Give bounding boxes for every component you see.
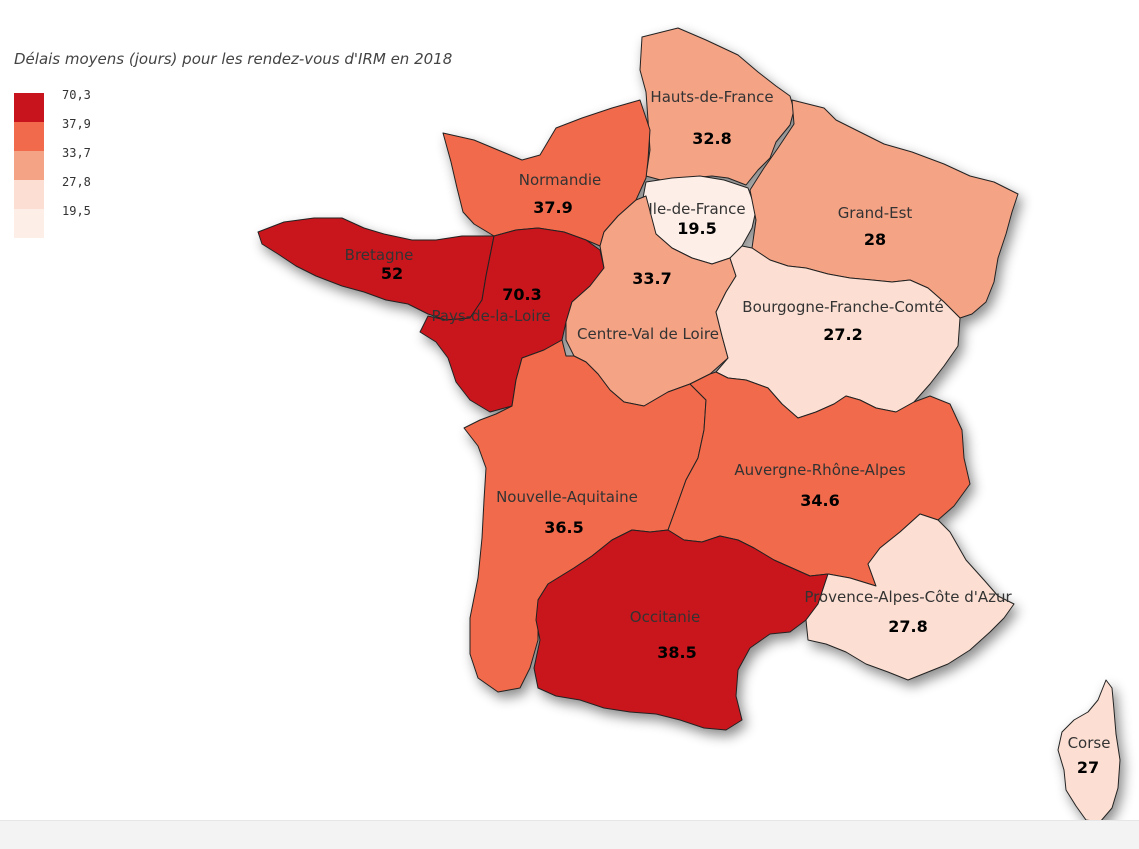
region-value-ile-de-france: 19.5 — [677, 219, 716, 238]
legend-label: 19,5 — [62, 204, 91, 218]
map-title: Délais moyens (jours) pour les rendez-vo… — [14, 50, 453, 68]
region-value-corse: 27 — [1077, 758, 1099, 777]
region-value-auvergne-rhone-alpes: 34.6 — [800, 491, 839, 510]
legend-swatch — [14, 122, 44, 151]
region-name-centre-val-de-loire: Centre-Val de Loire — [577, 325, 719, 343]
region-bretagne — [257, 217, 495, 321]
region-name-provence-alpes-cote-d-azur: Provence-Alpes-Côte d'Azur — [804, 588, 1012, 606]
region-name-occitanie: Occitanie — [630, 608, 700, 626]
region-name-auvergne-rhone-alpes: Auvergne-Rhône-Alpes — [734, 461, 906, 479]
region-occitanie — [533, 529, 829, 731]
region-corse — [1057, 679, 1121, 823]
region-name-bretagne: Bretagne — [345, 246, 414, 264]
region-value-hauts-de-france: 32.8 — [692, 129, 731, 148]
region-value-bourgogne-franche-comte: 27.2 — [823, 325, 862, 344]
region-name-corse: Corse — [1068, 734, 1111, 752]
region-centre-val-de-loire — [565, 195, 737, 407]
legend-label: 37,9 — [62, 117, 91, 131]
legend-swatch — [14, 180, 44, 209]
region-name-pays-de-la-loire: Pays-de-la-Loire — [431, 307, 550, 325]
region-name-bourgogne-franche-comte: Bourgogne-Franche-Comté — [742, 298, 943, 316]
region-value-pays-de-la-loire: 70.3 — [502, 285, 541, 304]
region-value-centre-val-de-loire: 33.7 — [632, 269, 671, 288]
region-value-bretagne: 52 — [381, 264, 403, 283]
region-name-ile-de-france: Ile-de-France — [648, 200, 745, 218]
region-value-normandie: 37.9 — [533, 198, 572, 217]
region-name-grand-est: Grand-Est — [838, 204, 913, 222]
region-name-hauts-de-france: Hauts-de-France — [650, 88, 773, 106]
bottom-strip — [0, 820, 1139, 849]
legend-label: 27,8 — [62, 175, 91, 189]
region-value-grand-est: 28 — [864, 230, 886, 249]
region-name-nouvelle-aquitaine: Nouvelle-Aquitaine — [496, 488, 638, 506]
region-value-occitanie: 38.5 — [657, 643, 696, 662]
region-name-normandie: Normandie — [519, 171, 602, 189]
region-provence-alpes-cote-d-azur — [805, 513, 1015, 681]
region-value-provence-alpes-cote-d-azur: 27.8 — [888, 617, 927, 636]
legend-swatch — [14, 209, 44, 238]
legend-label: 33,7 — [62, 146, 91, 160]
legend-swatch — [14, 93, 44, 122]
legend-swatch — [14, 151, 44, 180]
legend-label: 70,3 — [62, 88, 91, 102]
region-value-nouvelle-aquitaine: 36.5 — [544, 518, 583, 537]
